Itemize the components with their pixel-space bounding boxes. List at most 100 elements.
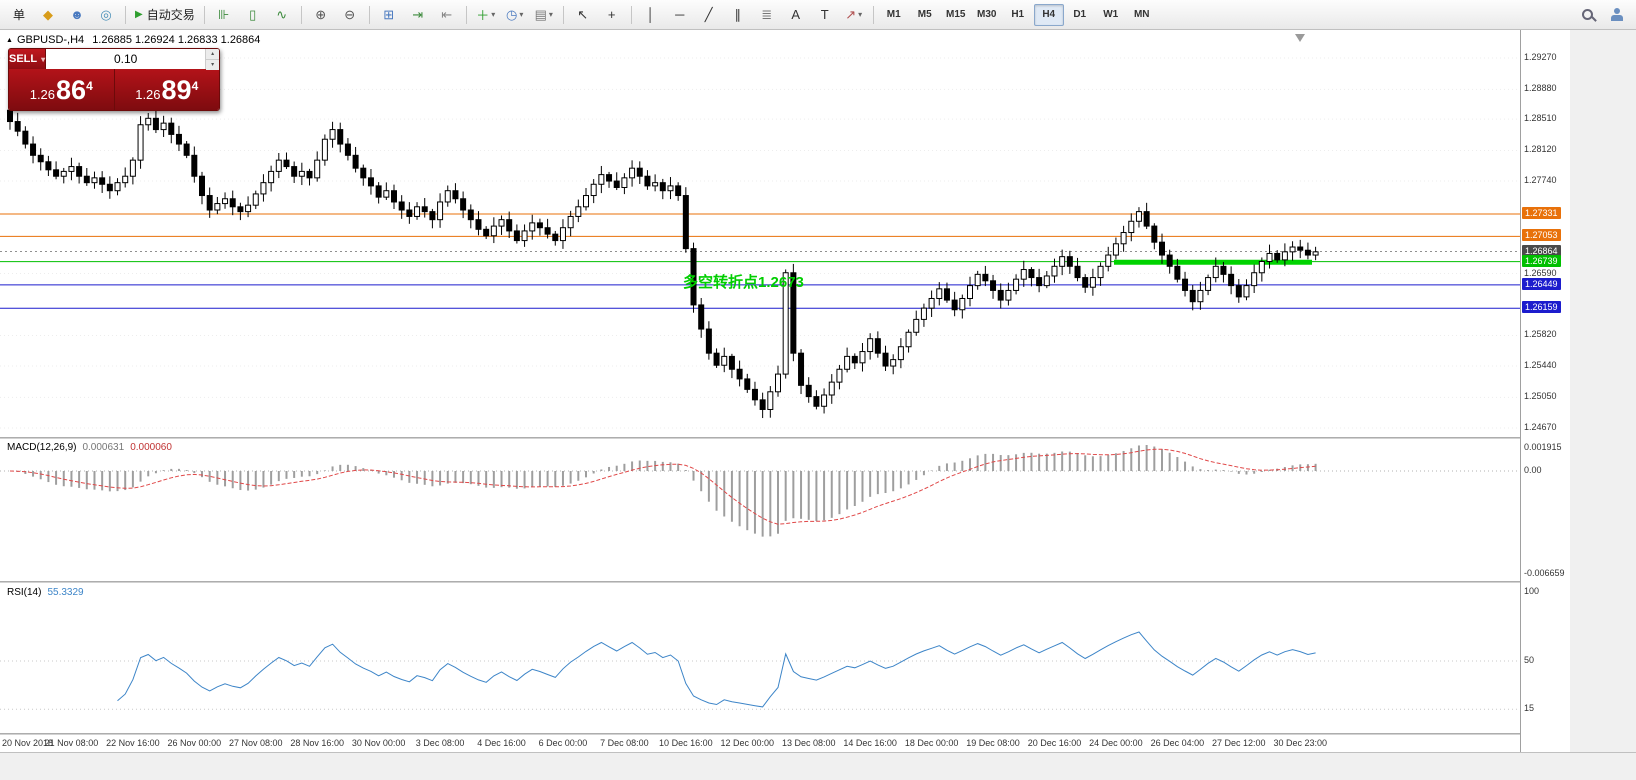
buy-button[interactable]: BUY: [219, 49, 220, 69]
periods-icon[interactable]: ◷ ▾: [501, 3, 529, 27]
candle: [1197, 289, 1204, 303]
line-chart-icon[interactable]: ∿: [268, 3, 296, 27]
candle: [467, 209, 474, 221]
candle: [1205, 277, 1212, 291]
trendline-tool[interactable]: ╱: [695, 3, 723, 27]
arrows-tool[interactable]: ↗ ▾: [840, 3, 868, 27]
candle: [844, 355, 851, 370]
panel-divider[interactable]: [0, 581, 1520, 583]
candle: [237, 206, 244, 213]
chart-shift-marker[interactable]: [1295, 34, 1305, 42]
candle: [859, 351, 866, 364]
candle: [1174, 265, 1181, 280]
price-axis[interactable]: 1.29270 1.28880 1.28510 1.28120 1.27740 1.265…: [1520, 30, 1570, 752]
candle: [360, 167, 367, 179]
cursor-tool[interactable]: ↖: [569, 3, 597, 27]
candle: [268, 170, 275, 184]
timeframe-mn[interactable]: MN: [1133, 9, 1150, 20]
time-axis[interactable]: 20 Nov 2018 21 Nov 08:00 22 Nov 16:00 26 No…: [0, 735, 1520, 752]
tile-windows-icon[interactable]: ⊞: [375, 3, 403, 27]
price-axis-label: 1.25050: [1524, 391, 1557, 402]
candle: [967, 285, 973, 299]
text-tool[interactable]: A: [782, 3, 810, 27]
price-axis-label: 1.28880: [1524, 83, 1557, 94]
mql5-market-icon[interactable]: ◎: [92, 3, 120, 27]
candle: [1289, 246, 1296, 253]
candle: [452, 190, 459, 200]
candle: [68, 166, 75, 172]
vertical-line-tool[interactable]: │: [637, 3, 665, 27]
ohlc-bars-icon[interactable]: ⊪: [210, 3, 238, 27]
candle: [1166, 254, 1173, 267]
auto-scroll-icon[interactable]: ⇥: [404, 3, 432, 27]
new-order-button[interactable]: 单: [12, 8, 25, 22]
fibonacci-tool[interactable]: ≣: [753, 3, 781, 27]
vertical-line-tool: │: [646, 7, 655, 22]
templates-icon[interactable]: ▤ ▾: [530, 3, 558, 27]
chart-window[interactable]: 多空转折点1.2673 20 Nov 2018 21 Nov 08:00 22 No…: [0, 30, 1520, 752]
favorites-icon[interactable]: ◆: [34, 3, 62, 27]
candle: [744, 378, 751, 390]
indicators-icon[interactable]: ＋ ▾: [472, 3, 500, 27]
horizontal-line-tool[interactable]: ─: [666, 3, 694, 27]
main-price-chart[interactable]: 多空转折点1.2673: [0, 30, 1520, 437]
candle: [429, 211, 436, 221]
candle: [275, 159, 282, 172]
candle: [1151, 225, 1158, 243]
search-icon: [1580, 7, 1597, 23]
candle: [644, 175, 651, 187]
candle: [1159, 241, 1165, 256]
sell-price-big: 86: [56, 75, 87, 105]
candle: [928, 297, 935, 309]
candle: [391, 190, 397, 203]
timeframe-m1[interactable]: M1: [886, 9, 901, 20]
timeframe-d1[interactable]: D1: [1073, 9, 1087, 20]
lot-increase-button[interactable]: ▴: [206, 49, 219, 60]
timeframe-m5[interactable]: M5: [917, 9, 932, 20]
macd-panel[interactable]: [0, 439, 1520, 581]
sell-button[interactable]: SELL ▾: [9, 49, 47, 69]
rsi-panel[interactable]: [0, 583, 1520, 733]
annotation-text[interactable]: 多空转折点1.2673: [683, 273, 804, 291]
candle: [1266, 252, 1273, 262]
accounts-icon[interactable]: [1603, 3, 1631, 27]
candle: [721, 355, 728, 366]
candle: [1182, 278, 1189, 291]
candle: [890, 359, 897, 367]
sell-dropdown-caret-icon[interactable]: ▾: [41, 54, 46, 64]
candlestick-icon[interactable]: ▯: [239, 3, 267, 27]
lot-decrease-button[interactable]: ▾: [206, 60, 219, 70]
text-label-tool[interactable]: T: [811, 3, 839, 27]
time-label: 20 Nov 2018: [2, 738, 54, 748]
timeframe-w1[interactable]: W1: [1103, 9, 1119, 20]
candle: [76, 166, 83, 177]
candle: [291, 166, 298, 177]
timeframe-m15[interactable]: M15: [945, 9, 966, 20]
panel-divider[interactable]: [0, 437, 1520, 439]
price-axis-label: 1.28120: [1524, 144, 1557, 155]
zoom-in-icon[interactable]: ⊕: [307, 3, 335, 27]
buy-price-big: 89: [161, 75, 192, 105]
candle: [321, 138, 328, 161]
candle: [813, 396, 820, 407]
equidistant-channel-tool[interactable]: ∥: [724, 3, 752, 27]
candle: [728, 355, 735, 370]
chart-shift-icon[interactable]: ⇤: [433, 3, 461, 27]
timeframe-h4[interactable]: H4: [1033, 3, 1064, 26]
autotrading-button[interactable]: ▶ 自动交易: [131, 3, 199, 27]
timeframe-m30[interactable]: M30: [976, 9, 997, 20]
candle: [367, 177, 374, 187]
caret-icon: ▾: [548, 10, 553, 19]
timeframe-h1[interactable]: H1: [1011, 9, 1025, 20]
price-axis-label: 1.24670: [1524, 421, 1557, 432]
sell-price-button[interactable]: 1.26 86 4: [9, 69, 114, 110]
symbol-expand-icon[interactable]: ▲: [6, 37, 13, 44]
candle: [222, 198, 229, 205]
lot-input[interactable]: [46, 49, 206, 69]
community-icon[interactable]: ☻: [63, 3, 91, 27]
search-icon[interactable]: [1574, 3, 1602, 27]
crosshair-tool[interactable]: +: [598, 3, 626, 27]
candle: [836, 368, 843, 383]
buy-price-button[interactable]: 1.26 89 4: [115, 69, 220, 110]
zoom-out-icon[interactable]: ⊖: [336, 3, 364, 27]
